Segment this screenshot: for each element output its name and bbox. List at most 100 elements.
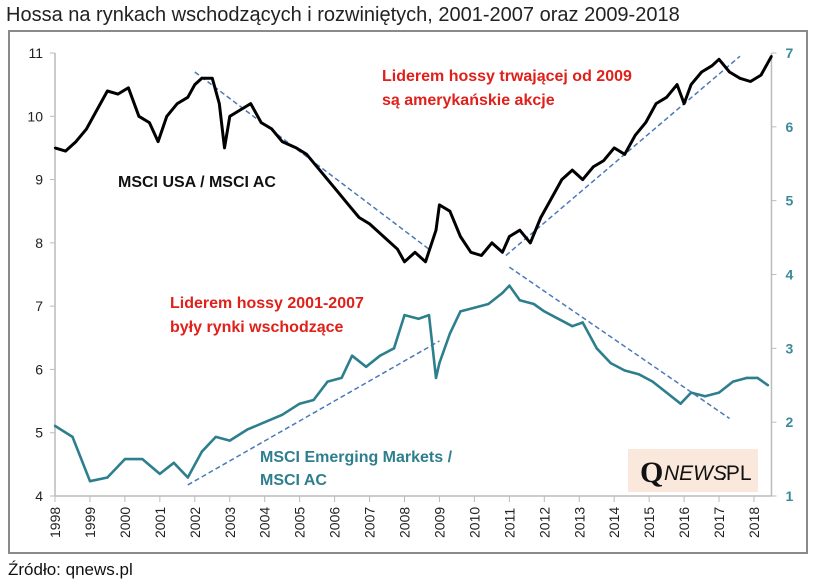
usa-data-point [305, 153, 308, 156]
usa-data-point [413, 251, 417, 254]
usa-data-point [654, 102, 658, 105]
em-data-point [679, 402, 682, 405]
usa-data-point [211, 77, 214, 80]
em-data-point [665, 391, 668, 394]
usa-data-point [770, 54, 773, 58]
usa-data-point [106, 89, 109, 93]
annotation-us-leader-line2: są amerykańskie akcje [382, 92, 555, 109]
em-data-point [501, 291, 504, 295]
em-data-point [532, 302, 536, 306]
x-tick-label: 2010 [466, 507, 482, 538]
x-tick-label: 2013 [571, 507, 587, 538]
usa-data-point [280, 140, 284, 143]
em-data-point [557, 317, 560, 320]
em-data-point [766, 384, 770, 387]
x-tick-label: 2011 [501, 508, 517, 538]
usa-data-point [270, 127, 273, 131]
usa-data-point [156, 140, 160, 143]
em-data-point [228, 439, 231, 442]
svg-text:.PL: .PL [720, 462, 752, 485]
em-data-point [340, 376, 343, 380]
em-data-point [434, 376, 438, 380]
usa-data-point [581, 178, 584, 181]
em-data-point [326, 380, 329, 383]
em-data-point [186, 476, 190, 479]
usa-data-point [228, 115, 231, 118]
usa-data-point [368, 222, 371, 226]
em-data-point [427, 313, 431, 317]
em-data-point [756, 376, 759, 380]
usa-data-point [602, 159, 605, 162]
usa-data-point [200, 77, 203, 80]
usa-data-point [357, 216, 361, 219]
em-data-point [123, 457, 127, 461]
x-tick-label: 2015 [641, 507, 657, 538]
usa-data-point [438, 203, 441, 207]
usa-data-point [218, 102, 221, 105]
em-series-label-line2: MSCI AC [260, 472, 327, 489]
em-data-point [703, 395, 707, 398]
em-data-point [214, 435, 217, 439]
right-tick-label: 6 [785, 119, 793, 135]
usa-data-point [529, 241, 532, 245]
usa-data-point [633, 134, 637, 137]
usa-data-point [480, 254, 483, 257]
usa-data-point [700, 70, 703, 74]
em-data-point [438, 361, 441, 365]
usa-data-point [85, 127, 88, 131]
usa-data-point [459, 235, 462, 238]
usa-data-point [539, 216, 543, 219]
usa-data-point [116, 92, 120, 96]
x-tick-label: 2012 [536, 507, 552, 538]
usa-data-point [644, 121, 647, 124]
usa-data-point [665, 96, 668, 99]
usa-data-point [260, 121, 263, 124]
left-tick-label: 8 [35, 235, 43, 251]
usa-data-point [53, 146, 57, 150]
trend-line [505, 55, 741, 257]
logo-background [628, 449, 758, 492]
em-data-point [459, 310, 462, 313]
left-tick-label: 6 [35, 361, 43, 377]
em-data-point [364, 365, 368, 368]
em-data-point [637, 372, 640, 376]
usa-data-point [501, 251, 504, 254]
usa-data-point [148, 121, 151, 124]
right-tick-label: 4 [785, 267, 793, 283]
left-tick-label: 5 [35, 425, 43, 441]
usa-data-point [95, 108, 99, 112]
usa-data-point [571, 168, 574, 172]
em-data-point [473, 306, 476, 309]
em-data-point [609, 361, 612, 365]
em-data-point [448, 332, 452, 335]
usa-data-point [469, 251, 473, 254]
usa-data-point [550, 197, 553, 200]
usa-data-point [490, 241, 494, 245]
em-data-point [53, 424, 57, 428]
em-data-point [595, 347, 598, 350]
left-tick-label: 7 [35, 298, 43, 314]
usa-data-point [239, 108, 242, 112]
em-series-label-line1: MSCI Emerging Markets / [260, 449, 453, 466]
usa-data-point [249, 102, 252, 105]
usa-data-point [710, 64, 714, 67]
source-note: Źródło: qnews.pl [8, 560, 133, 579]
x-tick-label: 2014 [606, 507, 622, 538]
x-tick-label: 2008 [397, 507, 413, 538]
usa-data-point [560, 178, 563, 181]
em-data-point [158, 472, 162, 476]
x-tick-label: 2018 [746, 507, 762, 538]
svg-text:NEWS: NEWS [664, 462, 727, 485]
em-data-point [280, 413, 284, 416]
annotation-em-leader-line2: były rynki wschodzące [170, 319, 344, 336]
qnews-logo: Q NEWS .PL [640, 456, 752, 489]
em-series-line [54, 284, 769, 483]
usa-data-point [315, 165, 319, 169]
x-tick-label: 2005 [292, 507, 308, 538]
x-tick-label: 2016 [676, 507, 692, 538]
em-data-point [689, 391, 693, 394]
usa-data-point [193, 83, 196, 86]
em-data-point [200, 450, 203, 453]
em-data-point [487, 302, 490, 306]
